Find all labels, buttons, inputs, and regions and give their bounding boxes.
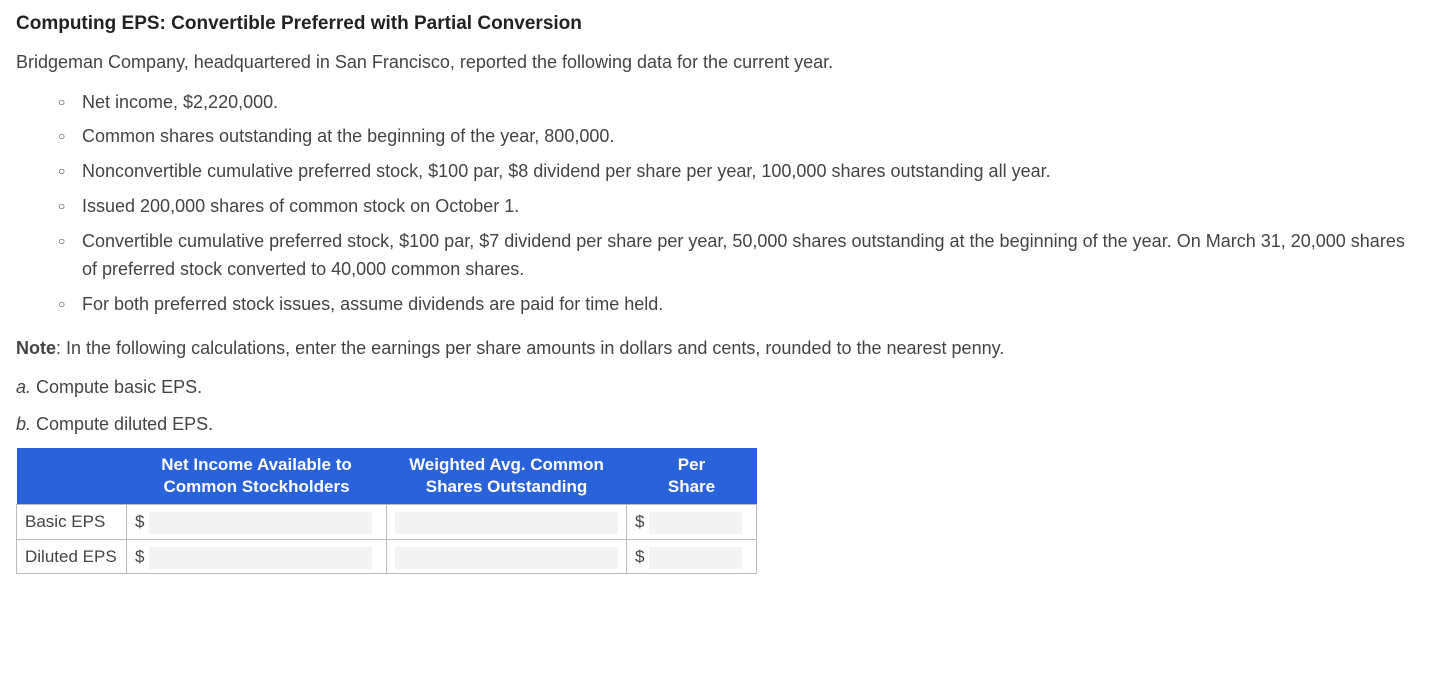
dollar-sign: $: [635, 544, 649, 570]
pershare-cell: $: [627, 539, 757, 574]
table-row: Basic EPS $ $: [17, 505, 757, 540]
shares-cell: [387, 505, 627, 540]
question-a: a. Compute basic EPS.: [16, 374, 1420, 401]
note-label: Note: [16, 338, 56, 358]
dollar-sign: $: [635, 509, 649, 535]
basic-shares-input[interactable]: [395, 512, 618, 534]
header-empty: [17, 448, 127, 505]
diluted-income-input[interactable]: [149, 547, 372, 569]
eps-table: Net Income Available to Common Stockhold…: [16, 448, 757, 574]
note-body: : In the following calculations, enter t…: [56, 338, 1004, 358]
income-cell: $: [127, 505, 387, 540]
dollar-sign: $: [135, 544, 149, 570]
question-b-label: b.: [16, 414, 31, 434]
list-item: For both preferred stock issues, assume …: [58, 290, 1420, 319]
header-pershare-line2: Share: [668, 477, 715, 496]
shares-cell: [387, 539, 627, 574]
page-title: Computing EPS: Convertible Preferred wit…: [16, 10, 1420, 39]
header-pershare-line1: Per: [678, 455, 705, 474]
list-item: Issued 200,000 shares of common stock on…: [58, 192, 1420, 221]
bullet-list: Net income, $2,220,000. Common shares ou…: [58, 88, 1420, 320]
list-item: Net income, $2,220,000.: [58, 88, 1420, 117]
basic-pershare-input[interactable]: [649, 512, 742, 534]
pershare-cell: $: [627, 505, 757, 540]
question-a-label: a.: [16, 377, 31, 397]
basic-income-input[interactable]: [149, 512, 372, 534]
income-cell: $: [127, 539, 387, 574]
row-label: Diluted EPS: [17, 539, 127, 574]
table-row: Diluted EPS $ $: [17, 539, 757, 574]
header-shares-line1: Weighted Avg. Common: [409, 455, 604, 474]
header-income: Net Income Available to Common Stockhold…: [127, 448, 387, 505]
header-pershare: Per Share: [627, 448, 757, 505]
note-text: Note: In the following calculations, ent…: [16, 335, 1420, 362]
header-income-line1: Net Income Available to: [161, 455, 352, 474]
list-item: Common shares outstanding at the beginni…: [58, 122, 1420, 151]
header-shares: Weighted Avg. Common Shares Outstanding: [387, 448, 627, 505]
header-income-line2: Common Stockholders: [163, 477, 349, 496]
intro-text: Bridgeman Company, headquartered in San …: [16, 49, 1420, 76]
list-item: Nonconvertible cumulative preferred stoc…: [58, 157, 1420, 186]
list-item: Convertible cumulative preferred stock, …: [58, 227, 1420, 285]
diluted-pershare-input[interactable]: [649, 547, 742, 569]
question-b: b. Compute diluted EPS.: [16, 411, 1420, 438]
row-label: Basic EPS: [17, 505, 127, 540]
question-b-text: Compute diluted EPS.: [31, 414, 213, 434]
diluted-shares-input[interactable]: [395, 547, 618, 569]
header-shares-line2: Shares Outstanding: [426, 477, 588, 496]
question-a-text: Compute basic EPS.: [31, 377, 202, 397]
dollar-sign: $: [135, 509, 149, 535]
